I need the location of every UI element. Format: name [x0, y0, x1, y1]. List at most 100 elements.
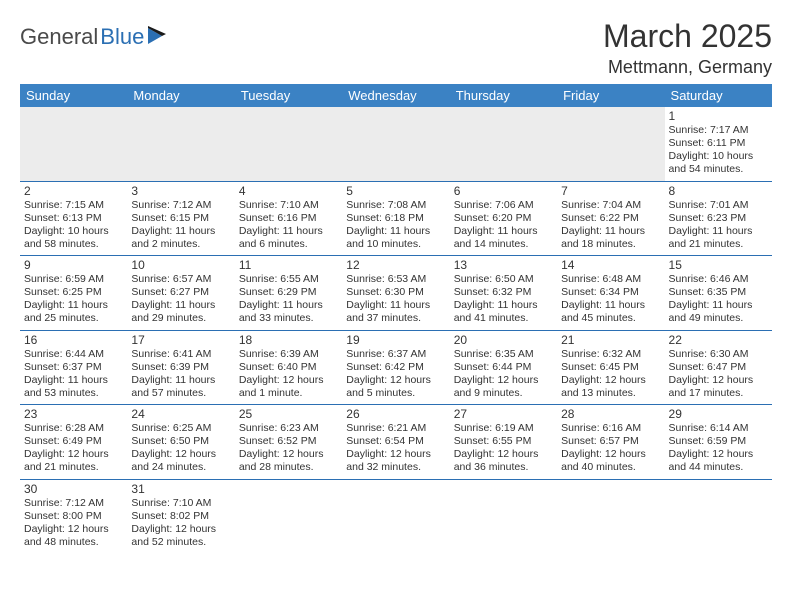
sunrise-text: Sunrise: 6:53 AM	[346, 273, 445, 286]
day-number: 25	[239, 407, 338, 421]
day-number: 24	[131, 407, 230, 421]
day-number: 2	[24, 184, 123, 198]
daylight-text: Daylight: 11 hours and 33 minutes.	[239, 299, 338, 325]
day-info: Sunrise: 6:37 AMSunset: 6:42 PMDaylight:…	[346, 348, 445, 401]
sunset-text: Sunset: 6:13 PM	[24, 212, 123, 225]
sunrise-text: Sunrise: 6:35 AM	[454, 348, 553, 361]
sunset-text: Sunset: 6:29 PM	[239, 286, 338, 299]
sunrise-text: Sunrise: 7:10 AM	[131, 497, 230, 510]
day-number: 6	[454, 184, 553, 198]
calendar-empty	[342, 107, 449, 181]
sunset-text: Sunset: 6:50 PM	[131, 435, 230, 448]
daylight-text: Daylight: 11 hours and 57 minutes.	[131, 374, 230, 400]
calendar-empty	[235, 479, 342, 553]
daylight-text: Daylight: 12 hours and 5 minutes.	[346, 374, 445, 400]
weekday-header: Friday	[557, 84, 664, 107]
day-info: Sunrise: 7:12 AMSunset: 8:00 PMDaylight:…	[24, 497, 123, 550]
weekday-header: Tuesday	[235, 84, 342, 107]
sunrise-text: Sunrise: 6:46 AM	[669, 273, 768, 286]
calendar-day: 29Sunrise: 6:14 AMSunset: 6:59 PMDayligh…	[665, 405, 772, 480]
sunrise-text: Sunrise: 6:50 AM	[454, 273, 553, 286]
logo: General Blue	[20, 24, 170, 50]
calendar-day: 9Sunrise: 6:59 AMSunset: 6:25 PMDaylight…	[20, 256, 127, 331]
daylight-text: Daylight: 11 hours and 41 minutes.	[454, 299, 553, 325]
calendar-day: 17Sunrise: 6:41 AMSunset: 6:39 PMDayligh…	[127, 330, 234, 405]
weekday-row: SundayMondayTuesdayWednesdayThursdayFrid…	[20, 84, 772, 107]
sunrise-text: Sunrise: 7:10 AM	[239, 199, 338, 212]
sunrise-text: Sunrise: 6:39 AM	[239, 348, 338, 361]
calendar-empty	[665, 479, 772, 553]
day-number: 1	[669, 109, 768, 123]
daylight-text: Daylight: 12 hours and 32 minutes.	[346, 448, 445, 474]
day-number: 29	[669, 407, 768, 421]
daylight-text: Daylight: 11 hours and 14 minutes.	[454, 225, 553, 251]
sunset-text: Sunset: 6:18 PM	[346, 212, 445, 225]
calendar-day: 27Sunrise: 6:19 AMSunset: 6:55 PMDayligh…	[450, 405, 557, 480]
sunset-text: Sunset: 6:39 PM	[131, 361, 230, 374]
calendar-day: 28Sunrise: 6:16 AMSunset: 6:57 PMDayligh…	[557, 405, 664, 480]
day-number: 4	[239, 184, 338, 198]
daylight-text: Daylight: 12 hours and 9 minutes.	[454, 374, 553, 400]
daylight-text: Daylight: 12 hours and 48 minutes.	[24, 523, 123, 549]
daylight-text: Daylight: 11 hours and 6 minutes.	[239, 225, 338, 251]
calendar-day: 20Sunrise: 6:35 AMSunset: 6:44 PMDayligh…	[450, 330, 557, 405]
calendar-day: 26Sunrise: 6:21 AMSunset: 6:54 PMDayligh…	[342, 405, 449, 480]
day-number: 20	[454, 333, 553, 347]
day-info: Sunrise: 7:17 AMSunset: 6:11 PMDaylight:…	[669, 124, 768, 177]
sunrise-text: Sunrise: 6:21 AM	[346, 422, 445, 435]
logo-text-blue: Blue	[100, 24, 144, 50]
day-info: Sunrise: 6:57 AMSunset: 6:27 PMDaylight:…	[131, 273, 230, 326]
calendar-day: 12Sunrise: 6:53 AMSunset: 6:30 PMDayligh…	[342, 256, 449, 331]
weekday-header: Sunday	[20, 84, 127, 107]
calendar-day: 23Sunrise: 6:28 AMSunset: 6:49 PMDayligh…	[20, 405, 127, 480]
day-info: Sunrise: 6:41 AMSunset: 6:39 PMDaylight:…	[131, 348, 230, 401]
month-title: March 2025	[603, 18, 772, 55]
daylight-text: Daylight: 12 hours and 17 minutes.	[669, 374, 768, 400]
sunset-text: Sunset: 6:54 PM	[346, 435, 445, 448]
day-number: 28	[561, 407, 660, 421]
sunrise-text: Sunrise: 7:17 AM	[669, 124, 768, 137]
calendar-day: 18Sunrise: 6:39 AMSunset: 6:40 PMDayligh…	[235, 330, 342, 405]
daylight-text: Daylight: 12 hours and 28 minutes.	[239, 448, 338, 474]
day-number: 8	[669, 184, 768, 198]
daylight-text: Daylight: 11 hours and 37 minutes.	[346, 299, 445, 325]
day-number: 21	[561, 333, 660, 347]
sunset-text: Sunset: 8:02 PM	[131, 510, 230, 523]
day-info: Sunrise: 7:10 AMSunset: 8:02 PMDaylight:…	[131, 497, 230, 550]
day-info: Sunrise: 6:32 AMSunset: 6:45 PMDaylight:…	[561, 348, 660, 401]
day-number: 30	[24, 482, 123, 496]
calendar-day: 5Sunrise: 7:08 AMSunset: 6:18 PMDaylight…	[342, 181, 449, 256]
sunrise-text: Sunrise: 6:44 AM	[24, 348, 123, 361]
day-number: 17	[131, 333, 230, 347]
calendar-day: 11Sunrise: 6:55 AMSunset: 6:29 PMDayligh…	[235, 256, 342, 331]
location: Mettmann, Germany	[603, 57, 772, 78]
calendar-day: 10Sunrise: 6:57 AMSunset: 6:27 PMDayligh…	[127, 256, 234, 331]
sunset-text: Sunset: 6:30 PM	[346, 286, 445, 299]
calendar-day: 24Sunrise: 6:25 AMSunset: 6:50 PMDayligh…	[127, 405, 234, 480]
daylight-text: Daylight: 11 hours and 10 minutes.	[346, 225, 445, 251]
calendar-page: General Blue March 2025 Mettmann, German…	[0, 0, 792, 571]
daylight-text: Daylight: 12 hours and 21 minutes.	[24, 448, 123, 474]
logo-text-general: General	[20, 24, 98, 50]
daylight-text: Daylight: 10 hours and 58 minutes.	[24, 225, 123, 251]
sunrise-text: Sunrise: 7:08 AM	[346, 199, 445, 212]
sunset-text: Sunset: 6:15 PM	[131, 212, 230, 225]
sunset-text: Sunset: 6:55 PM	[454, 435, 553, 448]
daylight-text: Daylight: 11 hours and 45 minutes.	[561, 299, 660, 325]
sunrise-text: Sunrise: 7:01 AM	[669, 199, 768, 212]
day-info: Sunrise: 6:14 AMSunset: 6:59 PMDaylight:…	[669, 422, 768, 475]
calendar-empty	[450, 107, 557, 181]
sunrise-text: Sunrise: 6:59 AM	[24, 273, 123, 286]
weekday-header: Wednesday	[342, 84, 449, 107]
day-info: Sunrise: 6:53 AMSunset: 6:30 PMDaylight:…	[346, 273, 445, 326]
daylight-text: Daylight: 12 hours and 52 minutes.	[131, 523, 230, 549]
calendar-day: 31Sunrise: 7:10 AMSunset: 8:02 PMDayligh…	[127, 479, 234, 553]
calendar-day: 8Sunrise: 7:01 AMSunset: 6:23 PMDaylight…	[665, 181, 772, 256]
day-number: 13	[454, 258, 553, 272]
sunrise-text: Sunrise: 6:48 AM	[561, 273, 660, 286]
calendar-day: 2Sunrise: 7:15 AMSunset: 6:13 PMDaylight…	[20, 181, 127, 256]
sunrise-text: Sunrise: 7:15 AM	[24, 199, 123, 212]
sunrise-text: Sunrise: 7:04 AM	[561, 199, 660, 212]
calendar-row: 23Sunrise: 6:28 AMSunset: 6:49 PMDayligh…	[20, 405, 772, 480]
day-info: Sunrise: 7:10 AMSunset: 6:16 PMDaylight:…	[239, 199, 338, 252]
